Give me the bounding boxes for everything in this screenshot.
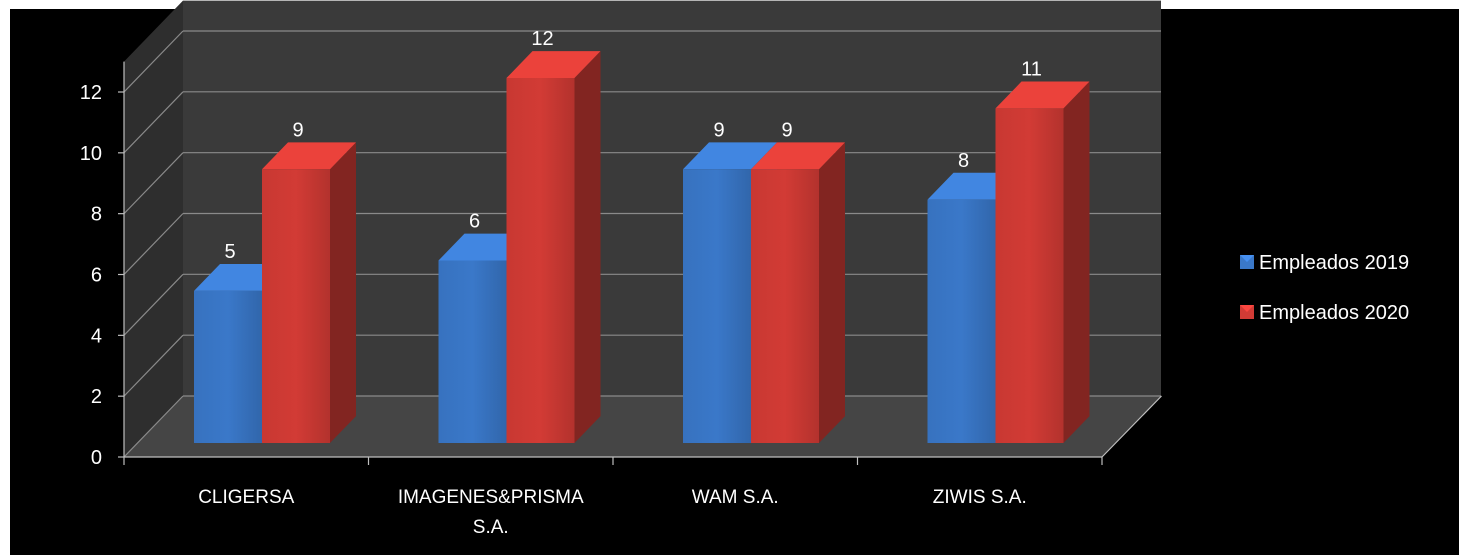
bar-front-face	[683, 169, 751, 443]
y-tick-label: 10	[80, 143, 102, 165]
legend-label: Empleados 2019	[1259, 252, 1409, 274]
bar-front-face	[506, 78, 575, 443]
y-tick-label: 4	[91, 325, 102, 347]
bar-side-face	[330, 142, 356, 443]
bar-front-face	[194, 290, 262, 443]
legend-swatch-highlight	[1240, 255, 1254, 262]
gridline-side	[123, 213, 184, 275]
floor	[124, 396, 1161, 457]
bar-side-face	[1063, 81, 1090, 443]
bar-2020	[995, 81, 1090, 444]
side-wall	[124, 0, 183, 457]
gridline-side	[123, 334, 184, 397]
data-label: 9	[781, 119, 792, 141]
legend: Empleados 2019 Empleados 2020	[1240, 252, 1409, 324]
bar-side-face	[574, 51, 601, 443]
y-tick-label: 12	[80, 82, 102, 104]
gridline-side	[123, 152, 184, 215]
bar-2020	[262, 142, 356, 443]
bar-top-face	[751, 142, 845, 170]
category-label: ZIWIS S.A.	[933, 487, 1027, 508]
chart-walls	[124, 0, 1161, 457]
y-tick-label: 0	[91, 447, 102, 469]
legend-item-2019: Empleados 2019	[1240, 252, 1409, 274]
y-tick-label: 8	[91, 204, 102, 226]
category-label: WAM S.A.	[692, 487, 779, 508]
bar-front-face	[751, 169, 819, 443]
bar-top-face	[683, 142, 777, 170]
bar-top-face	[506, 51, 601, 78]
axes: 0 2 4 6 8 10 12 CLIGERSA IMAGENES&PRISMA S.A. WAM …	[80, 61, 1162, 538]
gridline-side	[123, 30, 184, 93]
data-label: 9	[713, 119, 724, 141]
legend-item-2020: Empleados 2020	[1240, 302, 1409, 324]
legend-label: Empleados 2020	[1259, 302, 1409, 324]
data-label: 11	[1021, 59, 1042, 81]
bar-front-face	[927, 199, 996, 443]
floor-edge	[1101, 395, 1162, 458]
category-label: IMAGENES&PRISMA S.A.	[398, 487, 584, 538]
data-labels: 5 9 6 12 9 9 8 11	[224, 28, 1041, 263]
gridline-side	[123, 395, 184, 458]
bar-top-face	[995, 81, 1090, 109]
data-label: 9	[292, 119, 303, 141]
data-label: 8	[958, 150, 969, 172]
bar-2020	[751, 142, 845, 443]
data-label: 5	[224, 241, 235, 263]
gridline-side	[123, 273, 184, 336]
category-label: CLIGERSA	[198, 487, 294, 508]
bar-front-face	[995, 108, 1064, 444]
bars	[194, 51, 1090, 444]
gridline-side	[123, 91, 184, 154]
bar-2020	[506, 51, 601, 443]
bar-front-face	[262, 169, 330, 443]
data-label: 6	[469, 211, 480, 233]
y-tick-label: 2	[91, 386, 102, 408]
bar-top-face	[262, 142, 356, 170]
bar-side-face	[819, 142, 845, 443]
back-wall	[183, 0, 1161, 396]
y-tick-label: 6	[91, 265, 102, 287]
bar-front-face	[438, 260, 507, 443]
legend-swatch-highlight	[1240, 305, 1254, 312]
data-label: 12	[531, 28, 553, 50]
